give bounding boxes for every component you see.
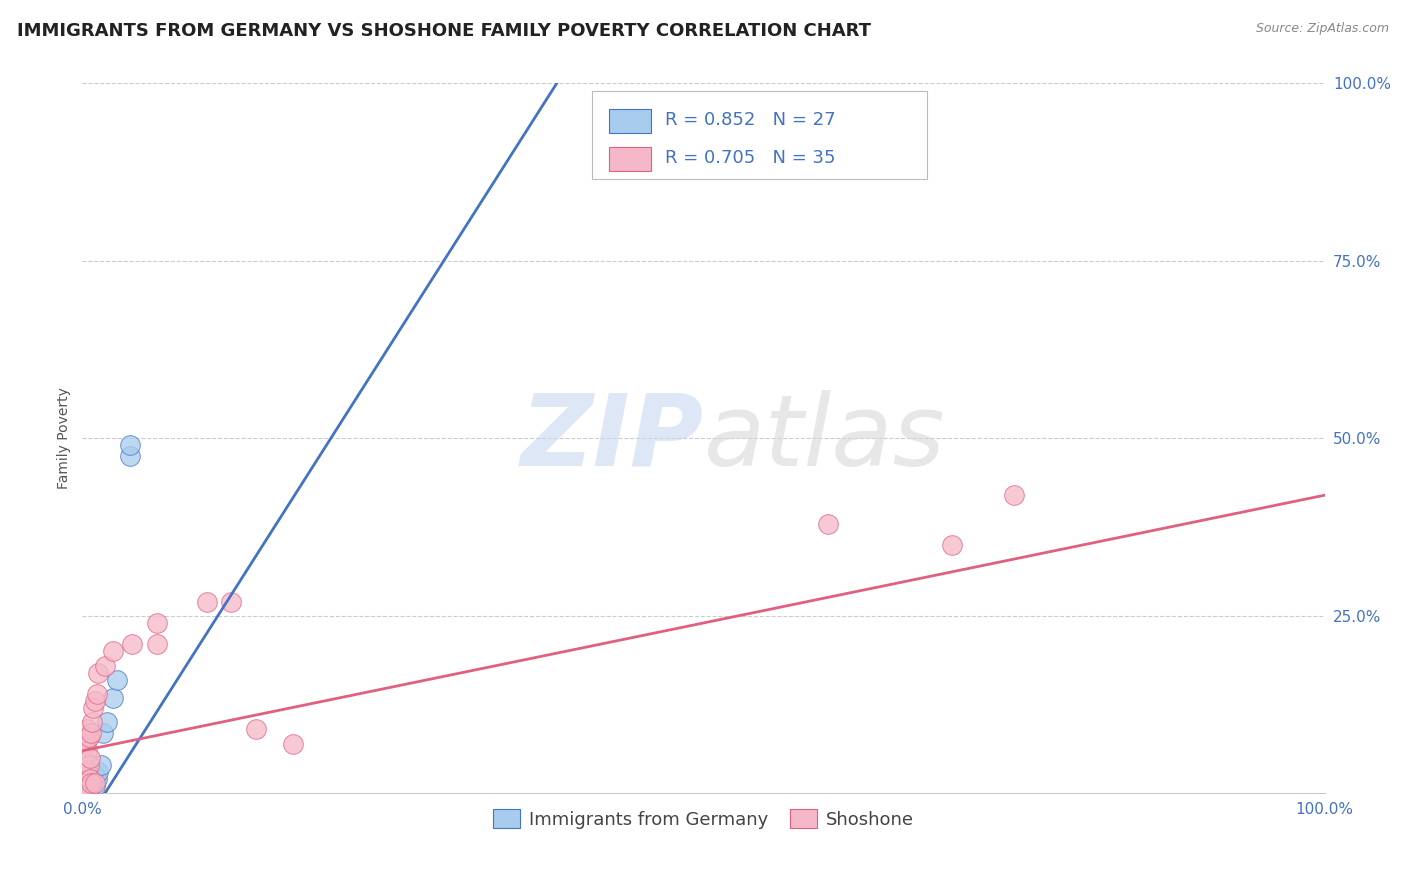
Point [75,782,97,797]
Point [96,715,118,730]
Point [941,538,963,552]
Point [86,687,108,701]
Point [83,769,105,783]
Point [77,782,100,797]
Point [77,730,100,744]
Point [221,595,243,609]
Point [76,778,98,792]
Point [75,737,97,751]
Point [79,751,101,765]
Point [76,784,98,798]
Point [103,690,125,705]
Point [73,772,96,786]
Point [80,726,103,740]
Point [82,778,104,792]
Point [1002,488,1025,502]
Point [103,644,125,658]
Point [195,595,218,609]
Point [76,782,98,797]
Point [80,780,103,795]
Point [83,775,105,789]
Point [76,765,98,780]
Point [77,780,100,795]
Point [82,715,104,730]
Point [75,784,97,798]
Legend: Immigrants from Germany, Shoshone: Immigrants from Germany, Shoshone [488,804,920,834]
Text: IMMIGRANTS FROM GERMANY VS SHOSHONE FAMILY POVERTY CORRELATION CHART: IMMIGRANTS FROM GERMANY VS SHOSHONE FAMI… [17,22,870,40]
Point [105,673,128,687]
Text: atlas: atlas [703,390,945,487]
Point [283,737,305,751]
Point [76,744,98,758]
Point [83,779,105,793]
Point [79,779,101,793]
Point [77,775,100,789]
Point [77,780,100,795]
Point [245,723,267,737]
Point [118,449,141,463]
FancyBboxPatch shape [592,91,927,179]
Point [87,765,110,780]
Point [79,772,101,786]
Point [146,637,169,651]
Text: R = 0.852   N = 27: R = 0.852 N = 27 [665,111,835,128]
Point [93,726,115,740]
Point [93,658,115,673]
Text: Source: ZipAtlas.com: Source: ZipAtlas.com [1256,22,1389,36]
Point [82,775,104,789]
Point [80,775,103,789]
Point [72,782,94,797]
Point [80,773,103,788]
Point [73,780,96,795]
Point [76,778,98,792]
Point [79,772,101,786]
Point [86,772,108,786]
Point [83,694,105,708]
Point [90,758,112,772]
Point [87,665,110,680]
Text: ZIP: ZIP [520,390,703,487]
Point [817,516,839,531]
Point [75,779,97,793]
FancyBboxPatch shape [609,109,651,133]
Point [118,438,141,452]
Point [82,701,104,715]
Point [77,758,100,772]
Text: R = 0.705   N = 35: R = 0.705 N = 35 [665,149,835,167]
Point [121,637,143,651]
Y-axis label: Family Poverty: Family Poverty [58,387,72,490]
FancyBboxPatch shape [609,147,651,171]
Point [76,723,98,737]
Point [75,769,97,783]
Point [73,780,96,795]
Point [73,782,96,797]
Point [146,615,169,630]
